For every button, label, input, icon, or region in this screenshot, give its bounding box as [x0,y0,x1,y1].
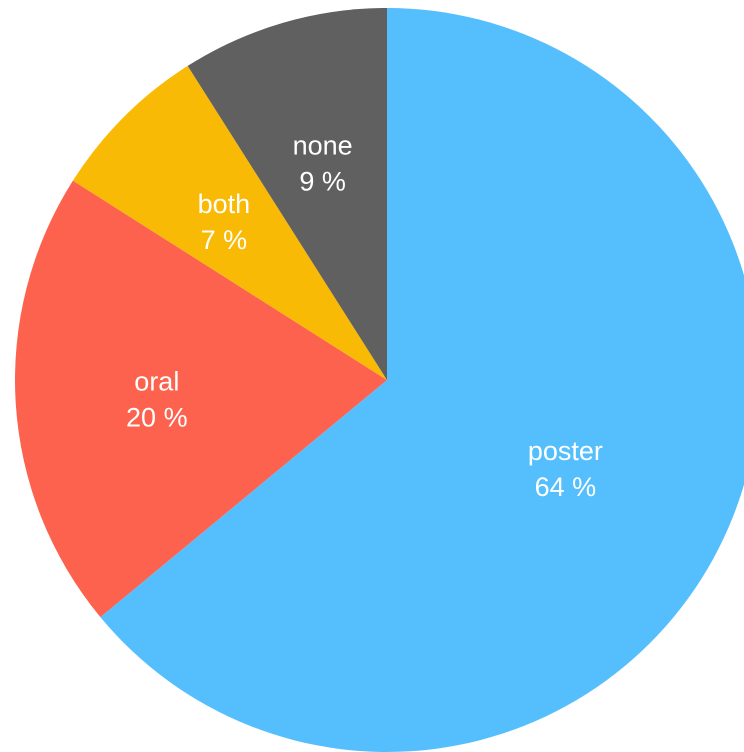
slice-label-none: none [293,131,353,161]
slice-label-oral: oral [134,366,179,396]
slice-label-both: both [198,189,251,219]
pie-slice-poster [100,8,744,752]
slice-value-none: 9 % [299,167,346,197]
slice-value-poster: 64 % [535,472,597,502]
slice-value-both: 7 % [201,225,248,255]
pie-slice-both [72,65,388,381]
pie-slice-none [187,8,387,380]
pie-slice-oral [14,180,387,618]
slice-label-poster: poster [528,436,603,466]
slice-value-oral: 20 % [126,402,188,432]
slice-labels: poster 64 % oral 20 % both 7 % none 9 % [126,131,603,502]
